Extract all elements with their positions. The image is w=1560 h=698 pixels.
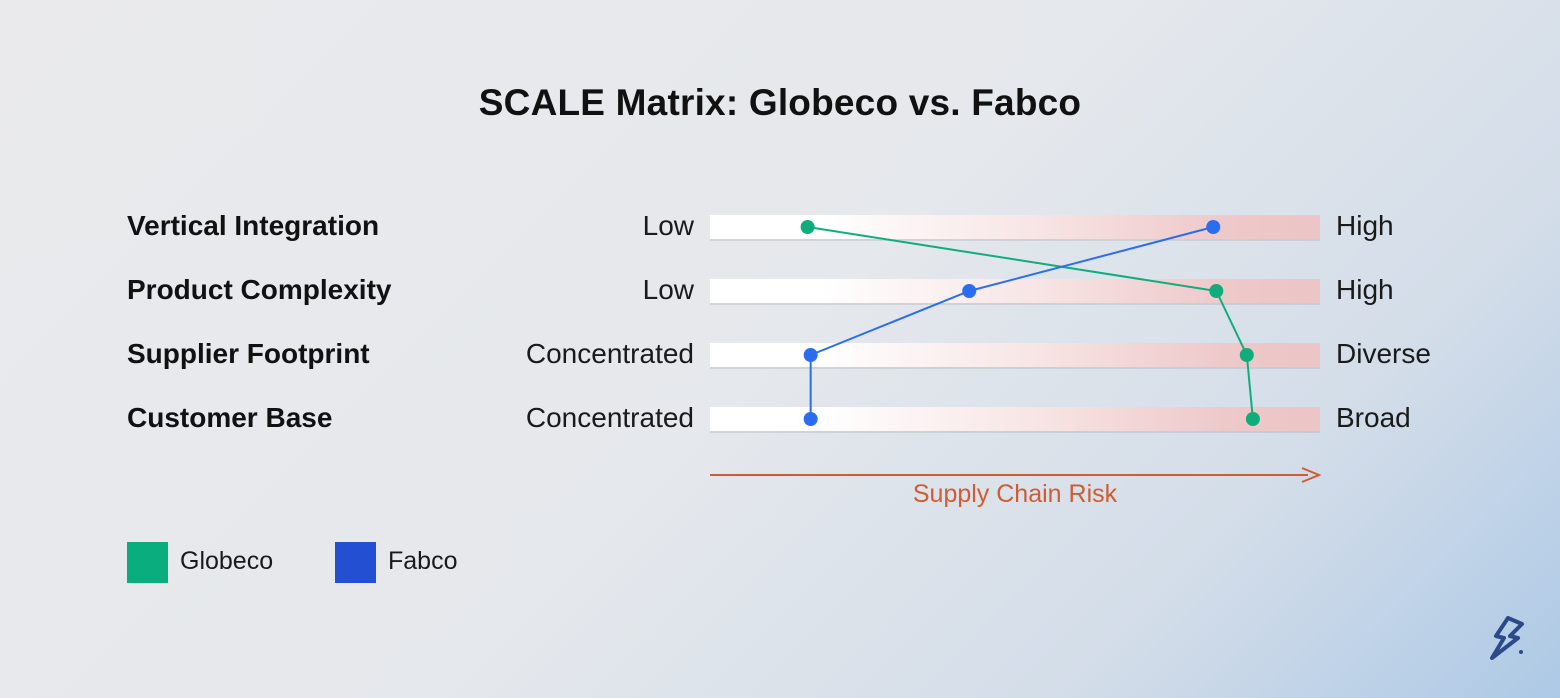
- high-label-supplier-footprint: Diverse: [1336, 338, 1431, 369]
- x-axis-label: Supply Chain Risk: [912, 480, 1118, 508]
- row-label-supplier-footprint: Supplier Footprint: [127, 338, 370, 369]
- legend-item-fabco: Fabco: [335, 542, 535, 583]
- data-point-globeco-product-complexity: [1209, 284, 1224, 298]
- chart-title: SCALE Matrix: Globeco vs. Fabco: [478, 82, 1082, 123]
- data-point-fabco-customer-base: [803, 412, 818, 426]
- high-label-customer-base: Broad: [1336, 402, 1411, 433]
- low-label-customer-base: Concentrated: [525, 402, 694, 433]
- low-label-vertical-integration: Low: [642, 210, 694, 241]
- legend-label-fabco: Fabco: [388, 547, 458, 575]
- data-point-globeco-customer-base: [1245, 412, 1260, 426]
- legend-swatch-fabco: [335, 542, 376, 583]
- legend-label-globeco: Globeco: [180, 547, 274, 575]
- legend-item-globeco: Globeco: [127, 542, 327, 583]
- legend-swatch-globeco: [127, 542, 168, 583]
- data-point-globeco-vertical-integration: [800, 220, 815, 234]
- risk-axis-arrowhead: [1301, 467, 1322, 483]
- data-point-fabco-product-complexity: [962, 284, 977, 298]
- series-line-fabco: [809, 226, 1214, 419]
- series-line-globeco: [807, 226, 1254, 420]
- row-label-product-complexity: Product Complexity: [127, 274, 392, 305]
- toptal-logo-icon: [1490, 616, 1524, 660]
- data-point-globeco-supplier-footprint: [1239, 348, 1254, 362]
- low-label-product-complexity: Low: [642, 274, 694, 305]
- data-point-fabco-vertical-integration: [1206, 220, 1221, 234]
- low-label-supplier-footprint: Concentrated: [525, 338, 694, 369]
- row-label-customer-base: Customer Base: [127, 402, 333, 433]
- row-label-vertical-integration: Vertical Integration: [127, 210, 380, 241]
- high-label-product-complexity: High: [1336, 274, 1394, 305]
- data-point-fabco-supplier-footprint: [803, 348, 818, 362]
- high-label-vertical-integration: High: [1336, 210, 1394, 241]
